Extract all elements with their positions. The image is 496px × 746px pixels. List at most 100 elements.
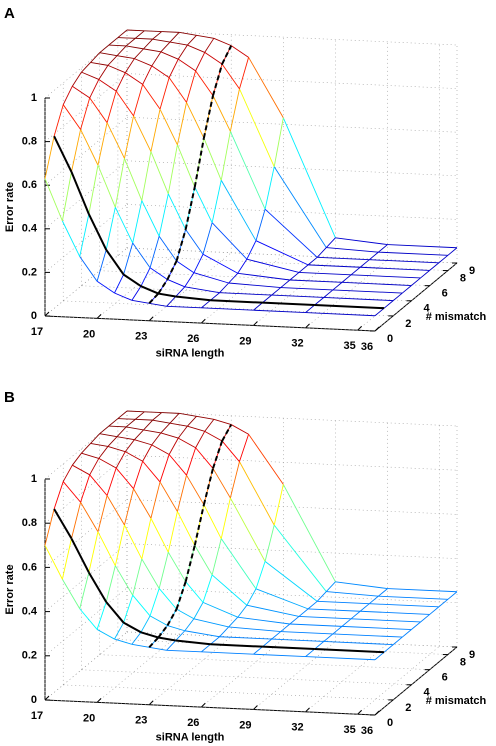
- mesh-edge: [142, 460, 161, 483]
- mesh-edge: [134, 48, 144, 59]
- mesh-edge: [71, 71, 82, 87]
- highlight-line: [175, 581, 187, 610]
- mesh-edge: [335, 581, 388, 590]
- mesh-edge: [107, 446, 126, 453]
- mesh-edge: [271, 638, 324, 642]
- mesh-edge: [213, 37, 232, 47]
- mesh-edge: [158, 235, 177, 262]
- mesh-edge: [239, 57, 250, 89]
- mesh-edge: [62, 86, 73, 105]
- mesh-edge: [307, 256, 318, 266]
- mesh-edge: [369, 603, 439, 608]
- highlight-line: [70, 538, 90, 573]
- mesh-edge: [220, 538, 257, 590]
- mesh-edge: [168, 58, 179, 78]
- mesh-edge: [204, 52, 223, 65]
- mesh-edge: [133, 488, 152, 519]
- mesh-edge: [116, 426, 127, 437]
- mesh-edge: [106, 122, 125, 159]
- mesh-edge: [392, 292, 403, 301]
- y-tick-label: 8: [460, 656, 466, 668]
- mesh-edge: [116, 436, 135, 441]
- mesh-edge: [79, 214, 90, 257]
- mesh-edge: [133, 461, 144, 489]
- mesh-edge: [229, 497, 266, 562]
- mesh-edge: [62, 464, 73, 482]
- highlight-line: [158, 292, 176, 298]
- x-tick-label: 32: [291, 338, 303, 350]
- mesh-edge: [80, 129, 99, 166]
- mesh-edge: [160, 432, 179, 439]
- highlight-line: [105, 249, 125, 276]
- highlight-line: [193, 504, 205, 546]
- mesh-edge: [90, 61, 108, 66]
- mesh-edge: [108, 37, 119, 46]
- mesh-edge: [168, 454, 187, 476]
- mesh-edge: [149, 615, 168, 626]
- mesh-edge: [149, 236, 160, 268]
- mesh-edge: [133, 115, 152, 152]
- grid-line: [44, 247, 128, 317]
- mesh-edge: [160, 51, 179, 60]
- grid-line: [149, 636, 232, 705]
- mesh-edge: [167, 144, 178, 194]
- mesh-edge: [114, 207, 134, 244]
- mesh-edge: [141, 200, 160, 237]
- mesh-edge: [228, 282, 281, 288]
- mesh-edge: [323, 633, 334, 642]
- tick-mark: [305, 323, 310, 329]
- z-tick-label: 0.2: [22, 266, 37, 278]
- mesh-edge: [161, 31, 180, 33]
- mesh-edge: [114, 638, 132, 645]
- mesh-edge: [114, 565, 134, 596]
- mesh-edge: [99, 433, 118, 438]
- mesh-edge: [81, 71, 99, 80]
- mesh-edge: [402, 285, 412, 294]
- tick-mark: [200, 318, 206, 324]
- highlight-line: [175, 639, 211, 646]
- mesh-edge: [177, 425, 188, 439]
- z-tick-label: 0.8: [22, 517, 37, 529]
- mesh-edge: [126, 410, 145, 413]
- z-tick-label: 0.2: [22, 650, 37, 662]
- mesh-edge: [255, 561, 266, 589]
- mesh-edge: [98, 79, 117, 92]
- mesh-edge: [325, 237, 336, 248]
- x-tick-label: 32: [291, 722, 303, 734]
- mesh-edge: [392, 636, 403, 645]
- mesh-edge: [335, 237, 388, 246]
- mesh-edge: [126, 426, 144, 431]
- mesh-edge: [169, 413, 180, 424]
- mesh-edge: [374, 307, 385, 317]
- z-tick-label: 0.6: [22, 561, 37, 573]
- mesh-edge: [90, 442, 109, 447]
- mesh-edge: [80, 474, 91, 503]
- mesh-edge: [262, 294, 272, 304]
- mesh-edge: [326, 247, 379, 253]
- mesh-edge: [202, 222, 213, 255]
- mesh-edge: [305, 312, 376, 317]
- mesh-edge: [202, 574, 213, 603]
- mesh-edge: [282, 484, 336, 583]
- mesh-edge: [298, 615, 352, 620]
- mesh-edge: [53, 481, 64, 510]
- mesh-edge: [387, 244, 458, 249]
- mesh-edge: [195, 431, 206, 448]
- highlight-line: [140, 285, 159, 295]
- mesh-edge: [212, 468, 231, 499]
- mesh-edge: [135, 418, 153, 421]
- mesh-edge: [193, 602, 204, 619]
- mesh-edge: [359, 603, 370, 612]
- mesh-edge: [253, 653, 306, 658]
- mesh-edge: [317, 600, 370, 605]
- mesh-edge: [98, 65, 109, 80]
- grid-line: [374, 646, 458, 716]
- mesh-edge: [143, 38, 153, 50]
- mesh-edge: [176, 102, 187, 145]
- mesh-edge: [89, 474, 108, 496]
- mesh-edge: [117, 29, 128, 38]
- mesh-edge: [80, 502, 99, 532]
- mesh-edge: [53, 104, 64, 137]
- mesh-edge: [246, 258, 300, 273]
- mesh-edge: [229, 461, 240, 499]
